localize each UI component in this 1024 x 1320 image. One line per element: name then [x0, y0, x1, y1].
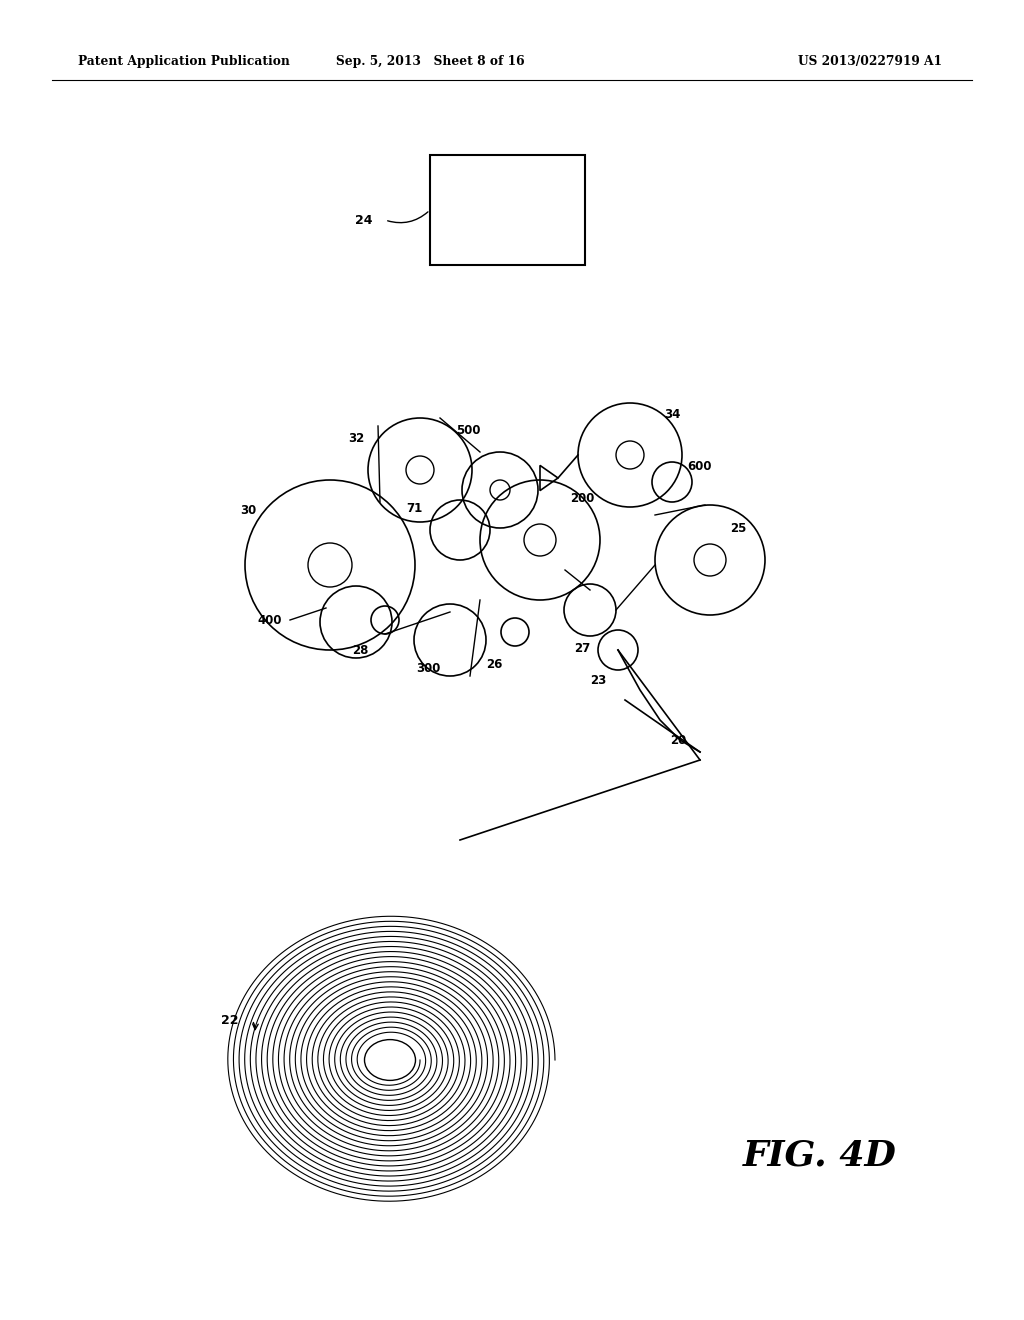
- Text: 30: 30: [240, 503, 256, 516]
- Text: 500: 500: [456, 424, 480, 437]
- Text: 600: 600: [688, 459, 713, 473]
- Text: 34: 34: [664, 408, 680, 421]
- Text: 32: 32: [348, 432, 365, 445]
- Text: 26: 26: [485, 657, 502, 671]
- Text: 25: 25: [730, 521, 746, 535]
- Text: US 2013/0227919 A1: US 2013/0227919 A1: [798, 55, 942, 69]
- Text: 23: 23: [590, 673, 606, 686]
- Text: Patent Application Publication: Patent Application Publication: [78, 55, 290, 69]
- Text: Sep. 5, 2013   Sheet 8 of 16: Sep. 5, 2013 Sheet 8 of 16: [336, 55, 524, 69]
- Text: 71: 71: [406, 502, 422, 515]
- Text: 20: 20: [670, 734, 686, 747]
- Text: 22: 22: [221, 1014, 239, 1027]
- Text: 200: 200: [569, 491, 594, 504]
- Text: 400: 400: [258, 614, 283, 627]
- Ellipse shape: [365, 1040, 416, 1080]
- Text: 300: 300: [416, 661, 440, 675]
- Text: 24: 24: [354, 214, 372, 227]
- Text: FIG. 4D: FIG. 4D: [743, 1138, 897, 1172]
- Text: 28: 28: [352, 644, 369, 656]
- Text: 27: 27: [573, 642, 590, 655]
- Bar: [430, 154, 585, 265]
